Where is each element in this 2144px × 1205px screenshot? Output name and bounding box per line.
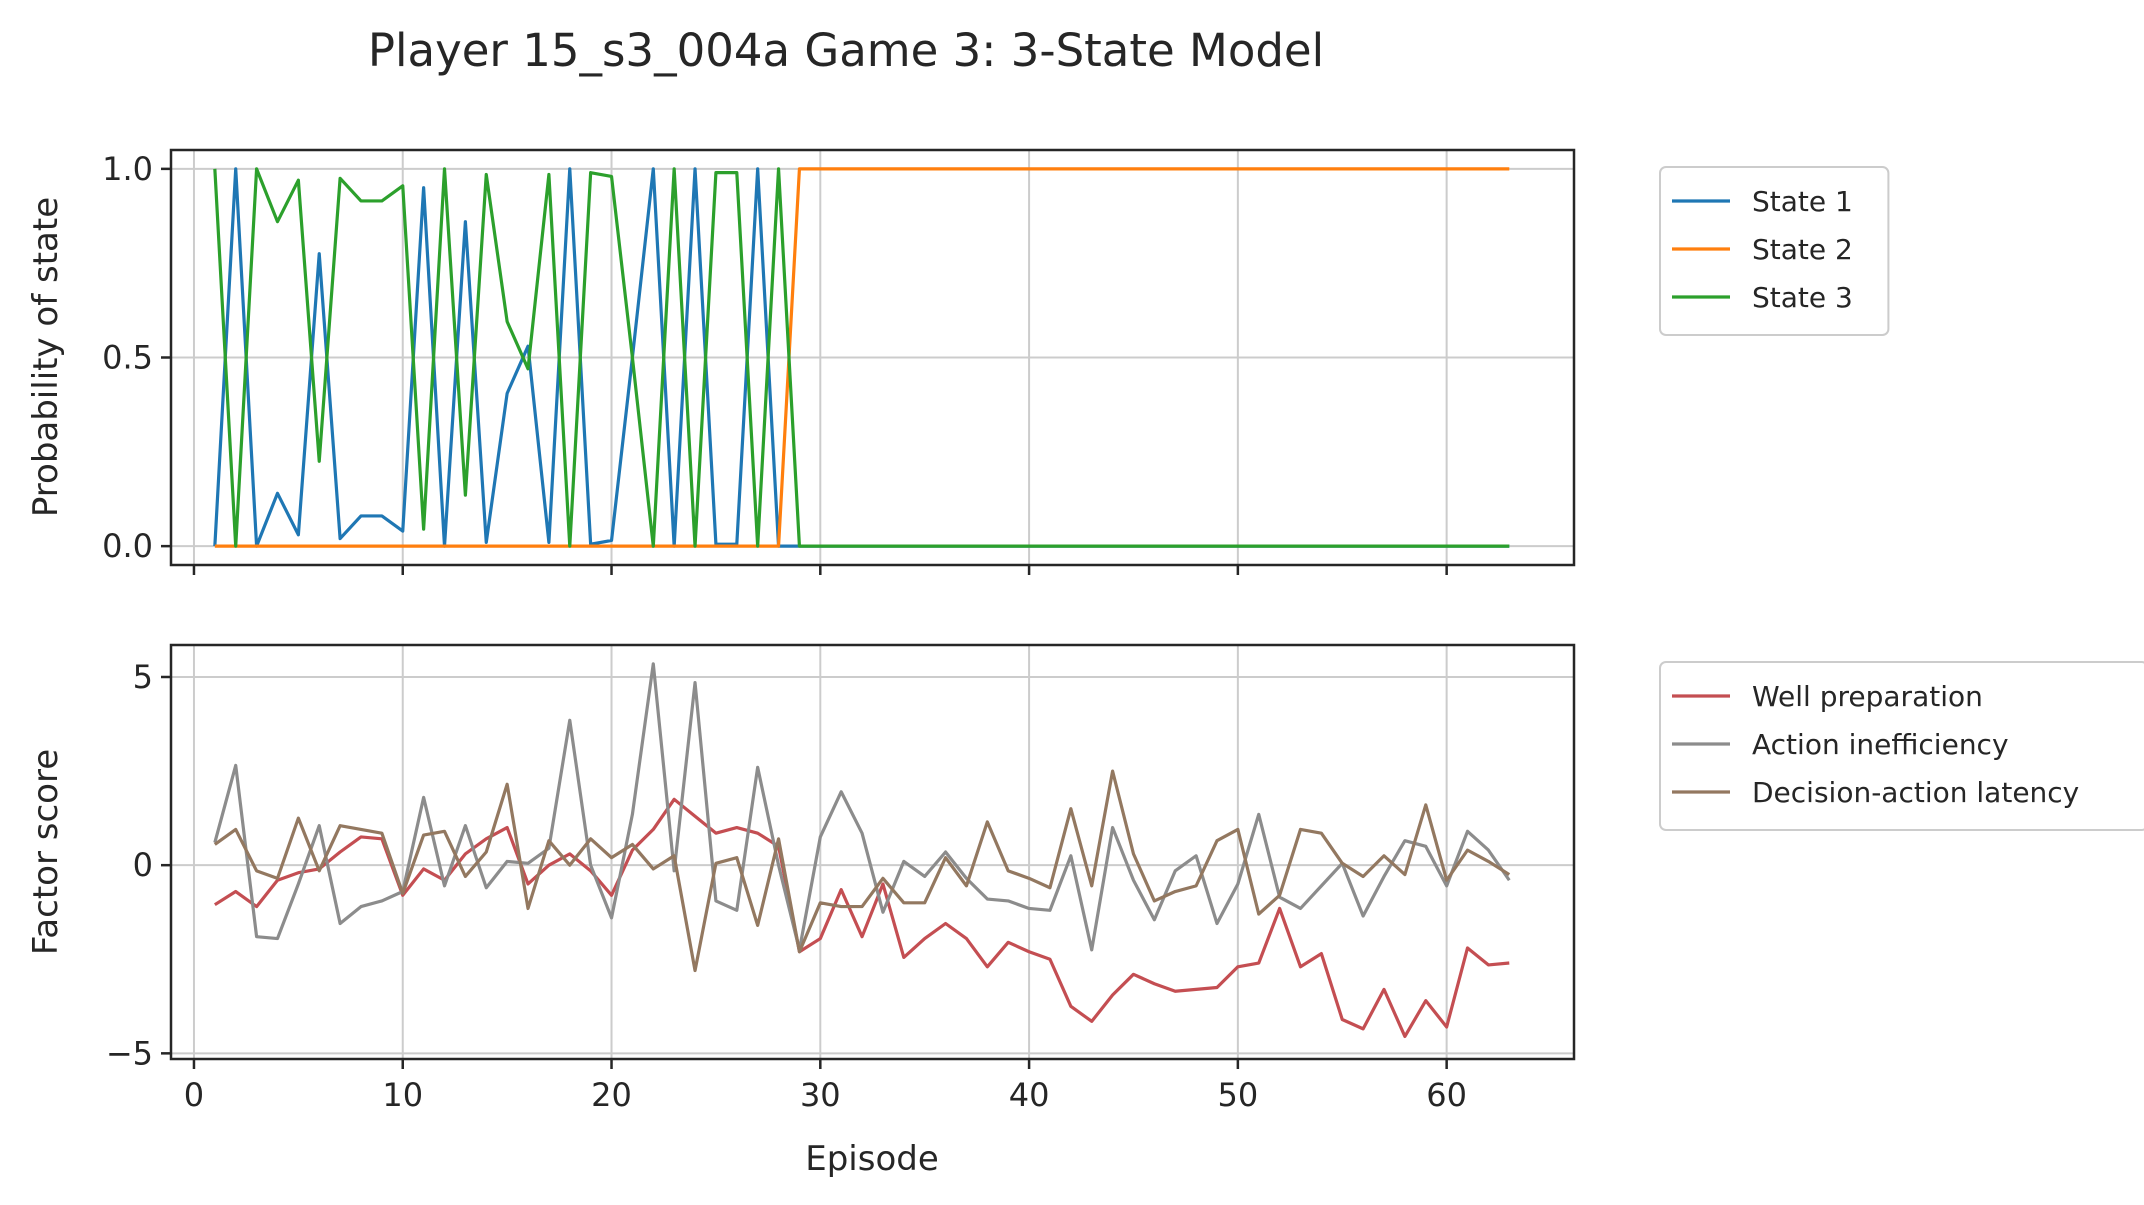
legend-states: State 1 State 2 State 3 <box>1659 166 1890 336</box>
x-axis-label: Episode <box>805 1139 939 1179</box>
legend-frame <box>1659 661 2144 831</box>
series-line-action-inefficiency <box>213 662 1511 952</box>
plot-frame <box>169 148 1576 567</box>
x-tick-label: 40 <box>1009 1076 1050 1114</box>
legend-entry: Well preparation <box>1752 680 1983 713</box>
series-lines <box>213 167 1510 548</box>
x-tick-label: 0 <box>184 1076 204 1114</box>
y-ticks: −5 0 5 <box>106 658 171 1072</box>
y-ticks: 0.0 0.5 1.0 <box>102 150 171 565</box>
y-tick-label: −5 <box>106 1034 153 1072</box>
x-tick-label: 10 <box>382 1076 423 1114</box>
x-tick-label: 60 <box>1426 1076 1467 1114</box>
state-probability-panel: 0.0 0.5 1.0 Probability of state <box>26 148 1576 575</box>
chart-title: Player 15_s3_004a Game 3: 3-State Model <box>368 24 1324 77</box>
grid-lines <box>171 150 1574 565</box>
x-ticks: 0 10 20 30 40 50 60 <box>184 1059 1467 1114</box>
y-tick-label: 0.5 <box>102 339 153 377</box>
series-line-state-2 <box>214 167 1510 548</box>
series-lines <box>213 662 1511 1039</box>
x-tick-label: 30 <box>800 1076 841 1114</box>
grid-lines <box>171 645 1574 1059</box>
series-line-well-preparation <box>213 797 1510 1039</box>
y-axis-label: Factor score <box>26 749 66 955</box>
series-line-state-3 <box>213 167 1510 548</box>
y-tick-label: 5 <box>133 658 153 696</box>
plot-frame <box>169 643 1576 1061</box>
legend-entry: State 3 <box>1752 281 1853 314</box>
legend-factors: Well preparation Action inefficiency Decis… <box>1659 661 2144 831</box>
series-line-decision-action-latency <box>213 769 1511 973</box>
y-tick-label: 0 <box>133 846 153 884</box>
y-axis-label: Probability of state <box>26 197 66 517</box>
x-tick-label: 50 <box>1218 1076 1259 1114</box>
legend-entry: Decision-action latency <box>1752 776 2079 809</box>
legend-frame <box>1659 166 1890 336</box>
x-tick-label: 20 <box>591 1076 632 1114</box>
legend-entry: State 2 <box>1752 233 1853 266</box>
y-tick-label: 1.0 <box>102 150 153 188</box>
y-tick-label: 0.0 <box>102 527 153 565</box>
legend-entry: Action inefficiency <box>1752 728 2009 761</box>
legend-entry: State 1 <box>1752 185 1853 218</box>
x-ticks <box>192 565 1448 575</box>
factor-score-panel: −5 0 5 0 10 20 30 40 50 60 Factor score Episode <box>26 643 1576 1179</box>
